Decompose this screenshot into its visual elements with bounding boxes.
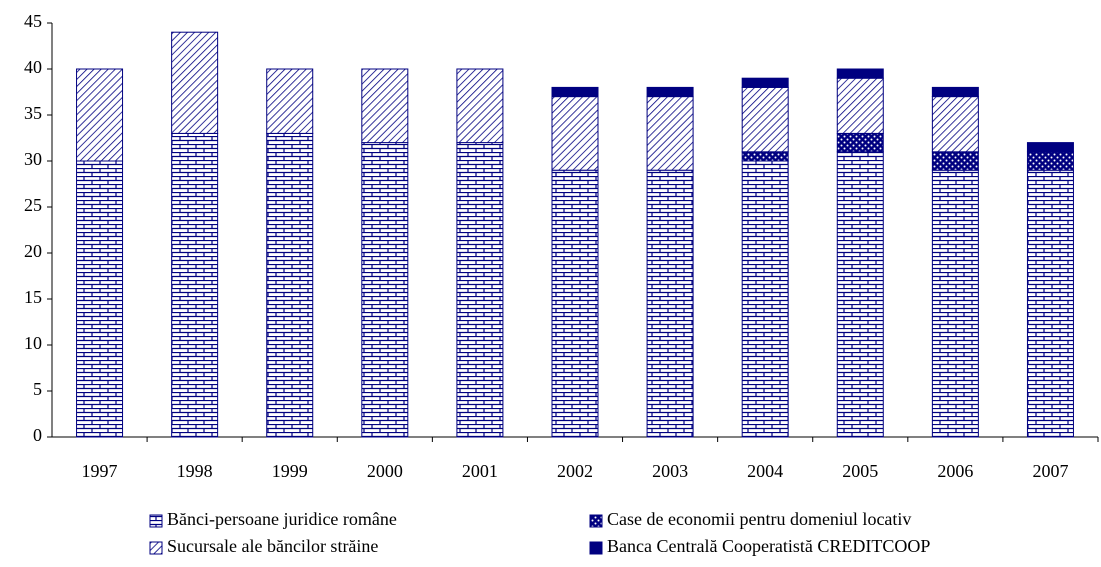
bar-segment bbox=[1026, 142, 1074, 153]
bar-segment bbox=[646, 86, 694, 98]
legend-swatch bbox=[589, 514, 603, 528]
bar-segment bbox=[836, 77, 884, 134]
x-tick-label: 2002 bbox=[557, 461, 593, 481]
bar-segment bbox=[551, 169, 599, 438]
legend-label: Banca Centrală Cooperatistă CREDITCOOP bbox=[607, 536, 930, 556]
bar-segment bbox=[266, 132, 314, 438]
legend-swatch bbox=[589, 541, 603, 555]
bar-segment bbox=[1026, 151, 1074, 171]
y-tick-label: 0 bbox=[33, 425, 42, 445]
bar-segment bbox=[931, 169, 979, 438]
legend-label: Sucursale ale băncilor străine bbox=[167, 536, 378, 556]
y-tick-label: 45 bbox=[24, 11, 42, 31]
bar-segment bbox=[646, 96, 694, 171]
bar-segment bbox=[931, 86, 979, 98]
bar-segment bbox=[1026, 169, 1074, 438]
x-tick-label: 2007 bbox=[1032, 461, 1068, 481]
bar-segment bbox=[741, 160, 789, 438]
bar-segment bbox=[836, 151, 884, 438]
x-tick-label: 1999 bbox=[272, 461, 308, 481]
x-tick-label: 2004 bbox=[747, 461, 783, 481]
bar-segment bbox=[741, 77, 789, 88]
x-tick-label: 2006 bbox=[937, 461, 973, 481]
x-tick-label: 2001 bbox=[462, 461, 498, 481]
bar-segment bbox=[361, 68, 409, 144]
y-tick-label: 15 bbox=[24, 287, 42, 307]
bar-segment bbox=[551, 86, 599, 98]
bar-segment bbox=[266, 68, 314, 134]
legend-label: Bănci-persoane juridice române bbox=[167, 509, 397, 529]
bar-segment bbox=[741, 151, 789, 162]
y-tick-label: 40 bbox=[24, 57, 42, 77]
bar-segment bbox=[836, 68, 884, 79]
legend-label: Case de economii pentru domeniul locativ bbox=[607, 509, 911, 529]
bar-segment bbox=[76, 68, 124, 162]
x-tick-label: 2005 bbox=[842, 461, 878, 481]
bar-segment bbox=[171, 31, 219, 134]
bar-segment bbox=[931, 151, 979, 171]
x-tick-label: 1997 bbox=[82, 461, 118, 481]
x-tick-label: 1998 bbox=[177, 461, 213, 481]
bar-segment bbox=[456, 68, 504, 144]
legend-swatch bbox=[149, 514, 163, 528]
bar-segment bbox=[741, 86, 789, 153]
bar-segment bbox=[551, 96, 599, 171]
bar-segment bbox=[836, 132, 884, 153]
y-tick-label: 30 bbox=[24, 149, 42, 169]
y-tick-label: 25 bbox=[24, 195, 42, 215]
bar-segment bbox=[456, 142, 504, 438]
bar-segment bbox=[76, 160, 124, 438]
y-tick-label: 5 bbox=[33, 379, 42, 399]
bar-segment bbox=[931, 96, 979, 153]
bar-segment bbox=[646, 169, 694, 438]
y-tick-label: 35 bbox=[24, 103, 42, 123]
y-tick-label: 20 bbox=[24, 241, 42, 261]
bar-segment bbox=[361, 142, 409, 438]
x-tick-label: 2000 bbox=[367, 461, 403, 481]
bar-segment bbox=[171, 132, 219, 438]
y-tick-label: 10 bbox=[24, 333, 42, 353]
legend-swatch bbox=[149, 541, 163, 555]
x-tick-label: 2003 bbox=[652, 461, 688, 481]
